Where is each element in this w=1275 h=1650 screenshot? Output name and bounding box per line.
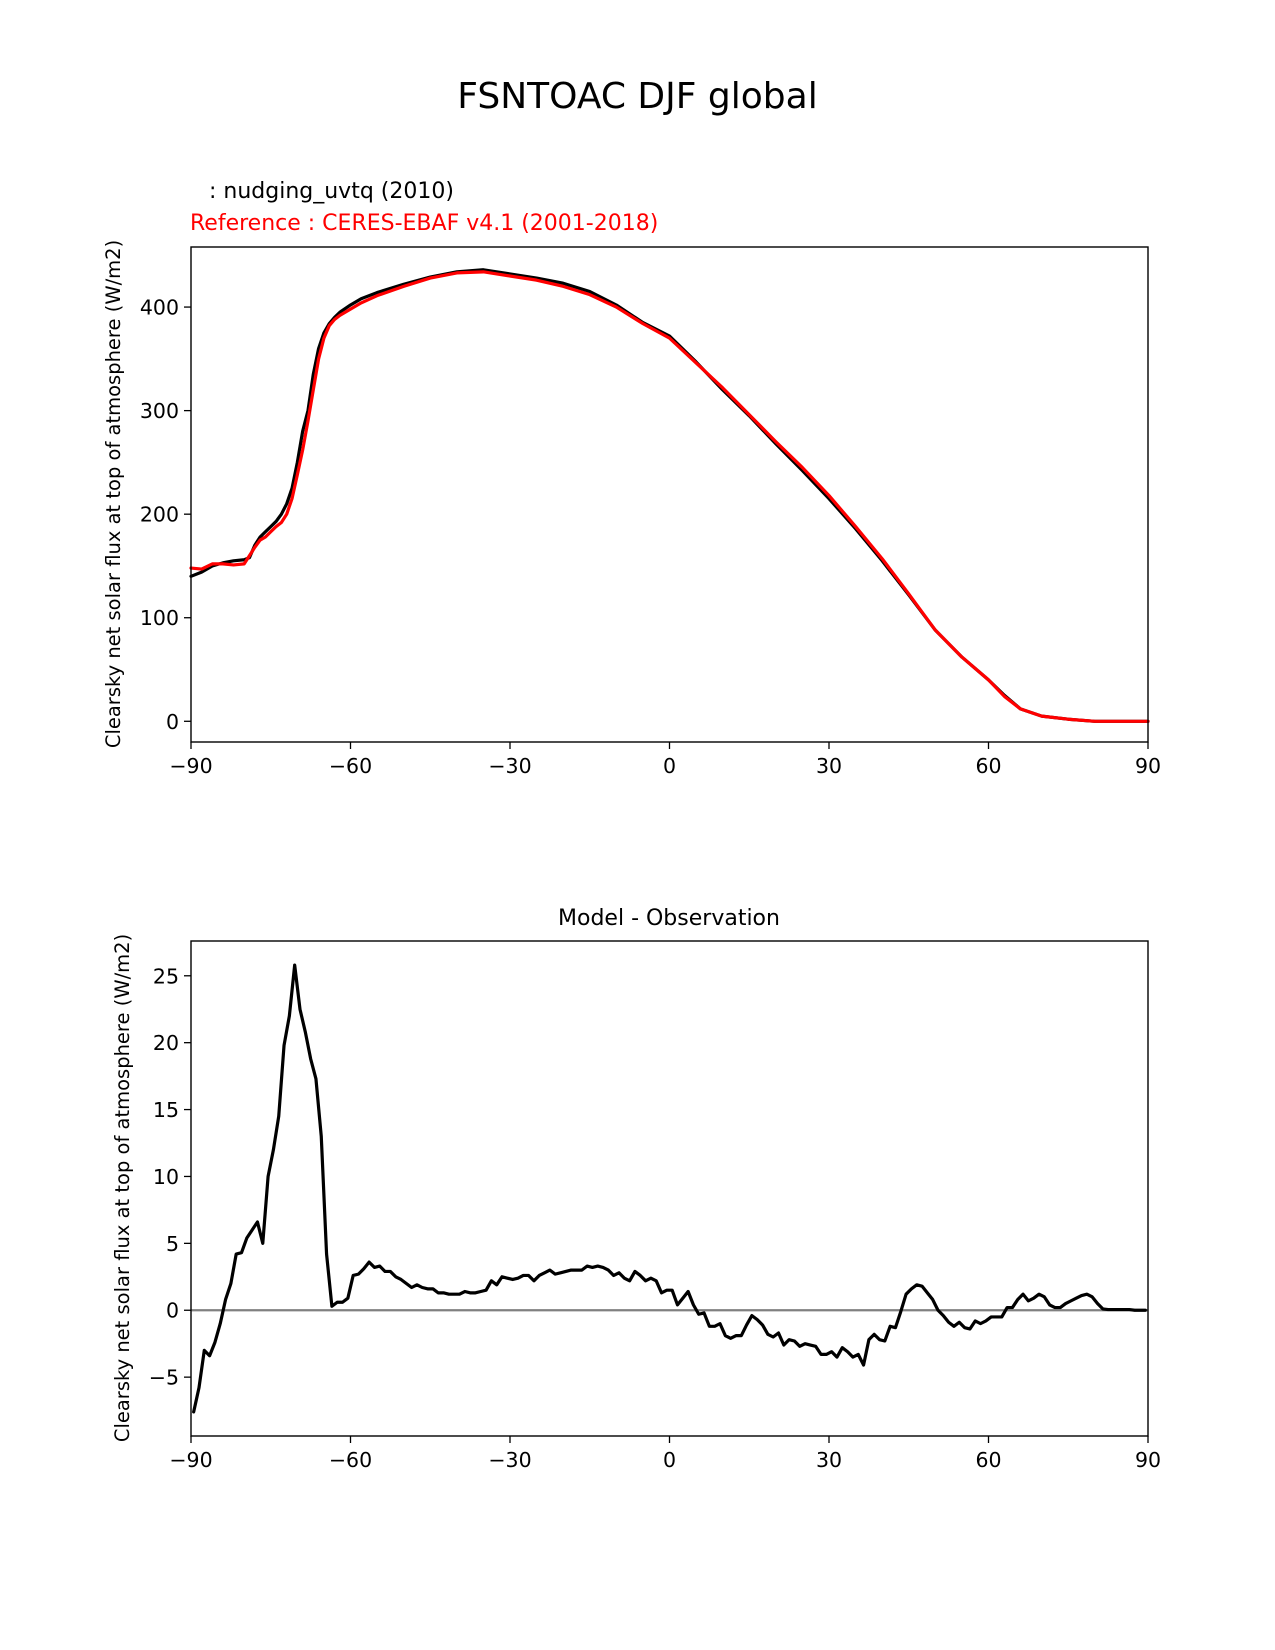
top-series-1-line [189,270,1150,723]
top-x-tick-label: 60 [975,754,1001,778]
top-y-tick-label: 400 [140,296,179,320]
bottom-y-axis-label: Clearsky net solar flux at top of atmosp… [111,934,134,1442]
bottom-y-tick-label: 25 [153,964,179,988]
top-x-tick-label: −90 [169,754,212,778]
bottom-series-0-line [192,963,1147,1414]
bottom-x-tick-label: 90 [1135,1448,1161,1472]
bottom-plot-frame [190,940,1149,1437]
top-y-axis-label: Clearsky net solar flux at top of atmosp… [102,240,125,748]
bottom-y-tick-label: −5 [149,1366,179,1390]
bottom-x-tick-label: −60 [329,1448,372,1472]
bottom-series-group [191,963,1148,1414]
top-y-tick-label: 100 [140,606,179,630]
test-dataset-label: : nudging_uvtq (2010) [202,179,454,204]
bottom-panel-title: Model - Observation [558,906,780,931]
figure-title: FSNTOAC DJF global [457,76,817,117]
bottom-x-tick-label: 0 [663,1448,676,1472]
bottom-x-tick-label: 30 [816,1448,842,1472]
top-x-tick-label: −30 [488,754,531,778]
top-x-tick-label: 30 [816,754,842,778]
bottom-y-tick-label: 0 [166,1299,179,1323]
bottom-x-tick-label: −90 [169,1448,212,1472]
top-panel: : nudging_uvtq (2010) Reference : CERES-… [102,179,1161,778]
top-y-tick-label: 0 [166,710,179,734]
top-x-tick-label: −60 [329,754,372,778]
bottom-y-tick-label: 10 [153,1165,179,1189]
top-x-tick-label: 90 [1135,754,1161,778]
bottom-x-tick-label: 60 [975,1448,1001,1472]
top-y-tick-label: 200 [140,503,179,527]
bottom-y-tick-label: 15 [153,1098,179,1122]
bottom-y-tick-label: 20 [153,1031,179,1055]
bottom-panel: Model - Observation Clearsky net solar f… [111,906,1161,1472]
bottom-y-tick-label: 5 [166,1232,179,1256]
top-series-group [189,268,1150,723]
top-plot-frame [190,246,1149,743]
bottom-ticks: −90 −60 −30 0 30 60 90 −5 0 5 10 15 20 25 [149,964,1161,1472]
top-y-tick-label: 300 [140,399,179,423]
top-x-tick-label: 0 [663,754,676,778]
top-ticks: −90 −60 −30 0 30 60 90 0 100 200 300 400 [140,296,1161,778]
bottom-x-tick-label: −30 [488,1448,531,1472]
reference-dataset-label: Reference : CERES-EBAF v4.1 (2001-2018) [190,211,658,236]
